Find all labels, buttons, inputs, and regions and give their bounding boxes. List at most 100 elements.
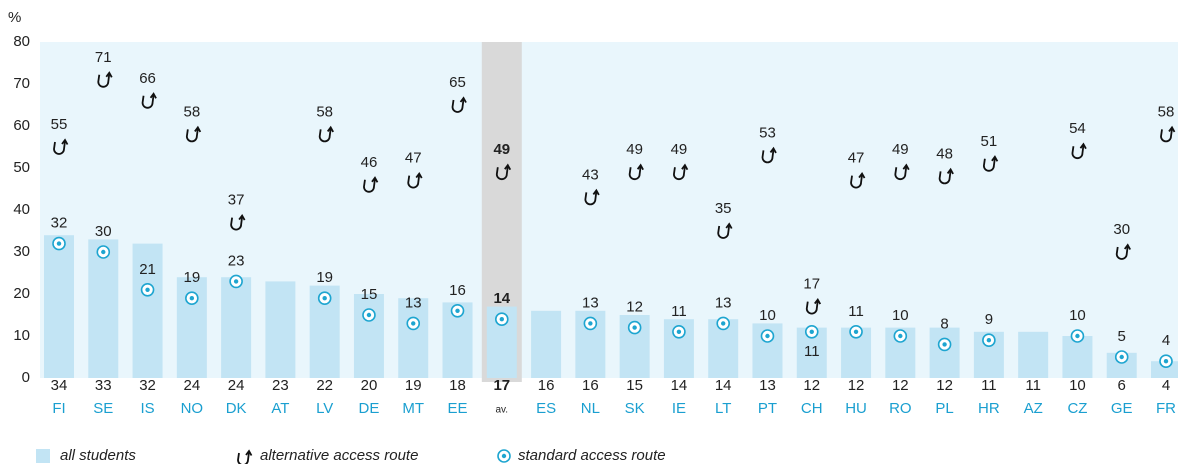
std-value-label: 8 bbox=[940, 315, 948, 332]
alt-value-label: 49 bbox=[493, 141, 510, 158]
alt-arrow bbox=[53, 140, 66, 155]
std-value-label: 11 bbox=[848, 303, 864, 320]
plot-background bbox=[40, 42, 1178, 378]
std-dot bbox=[1075, 333, 1080, 339]
std-marker bbox=[760, 329, 775, 343]
bar-value-label: 17 bbox=[493, 377, 510, 394]
alt-arrowhead bbox=[1079, 142, 1087, 150]
alt-value-label: 58 bbox=[183, 103, 200, 120]
alt-arrowhead bbox=[238, 213, 246, 221]
x-tick-label: PL bbox=[935, 400, 953, 417]
std-dot bbox=[366, 312, 372, 318]
alt-marker bbox=[894, 163, 910, 181]
std-dot bbox=[499, 317, 504, 322]
x-tick-label: FR bbox=[1156, 400, 1176, 417]
alt-arrow bbox=[185, 128, 199, 143]
alt-arrow bbox=[894, 166, 908, 181]
bar-value-label: 34 bbox=[51, 377, 68, 394]
alt-value-label: 55 bbox=[51, 116, 68, 133]
alt-arrow bbox=[717, 224, 731, 239]
std-value-label: 9 bbox=[985, 311, 993, 328]
alt-marker bbox=[717, 222, 733, 239]
bar-value-label: 32 bbox=[139, 377, 156, 394]
alt-arrow bbox=[805, 300, 819, 315]
std-marker bbox=[96, 245, 111, 259]
y-axis-label: % bbox=[8, 9, 21, 26]
bar-value-label: 12 bbox=[803, 377, 820, 394]
x-tick-label: CH bbox=[801, 400, 823, 417]
bar-value-label: 20 bbox=[361, 377, 378, 394]
std-value-label: 14 bbox=[493, 290, 510, 307]
legend-std-marker bbox=[497, 449, 511, 463]
std-dot bbox=[898, 333, 903, 339]
bar-value-label: 14 bbox=[715, 377, 732, 394]
std-dot bbox=[588, 321, 593, 326]
std-value-label: 11 bbox=[804, 343, 820, 360]
bar bbox=[1062, 336, 1093, 378]
bar-value-label: 23 bbox=[272, 377, 289, 394]
alt-marker bbox=[230, 213, 246, 231]
std-value-label: 23 bbox=[228, 252, 245, 269]
alt-arrowhead bbox=[592, 188, 600, 196]
bar bbox=[929, 327, 960, 378]
alt-marker bbox=[1071, 142, 1087, 160]
alt-arrowhead bbox=[245, 449, 253, 456]
legend-label: standard access route bbox=[518, 447, 666, 464]
std-value-label: 13 bbox=[405, 294, 422, 311]
alt-value-label: 58 bbox=[1158, 103, 1175, 120]
std-marker bbox=[627, 320, 642, 335]
legend-alt-marker bbox=[237, 449, 253, 464]
std-value-label: 19 bbox=[183, 269, 200, 286]
alt-value-label: 51 bbox=[981, 133, 998, 150]
std-value-label: 13 bbox=[582, 294, 599, 311]
alt-arrowhead bbox=[459, 96, 467, 103]
bar-value-label: 18 bbox=[449, 377, 466, 394]
alt-value-label: 47 bbox=[848, 150, 865, 167]
std-value-label: 16 bbox=[449, 282, 466, 299]
bar bbox=[1018, 331, 1049, 378]
alt-arrowhead bbox=[61, 138, 69, 145]
alt-arrow bbox=[141, 94, 155, 109]
std-value-label: 32 bbox=[51, 215, 68, 232]
alt-value-label: 46 bbox=[361, 154, 378, 171]
std-marker bbox=[406, 316, 421, 331]
y-tick-label: 0 bbox=[22, 369, 30, 386]
alt-arrowhead bbox=[371, 176, 379, 183]
bar-value-label: 11 bbox=[1025, 377, 1041, 394]
bar bbox=[398, 298, 429, 378]
alt-value-label: 47 bbox=[405, 150, 422, 167]
alt-arrowhead bbox=[814, 297, 822, 305]
x-tick-label: HR bbox=[978, 400, 1000, 417]
std-value-label: 30 bbox=[95, 223, 112, 240]
alt-arrowhead bbox=[415, 171, 423, 179]
alt-marker bbox=[451, 96, 467, 113]
legend-label: all students bbox=[60, 447, 136, 464]
std-marker bbox=[1159, 354, 1173, 369]
bar-value-label: 19 bbox=[405, 377, 422, 394]
std-marker bbox=[1114, 350, 1129, 364]
std-value-label: 11 bbox=[671, 303, 687, 320]
alt-arrowhead bbox=[681, 163, 689, 171]
alt-arrow bbox=[451, 98, 465, 113]
bar bbox=[265, 281, 296, 378]
alt-value-label: 49 bbox=[626, 141, 643, 158]
y-tick-label: 60 bbox=[13, 117, 30, 134]
x-tick-label: LT bbox=[715, 400, 731, 417]
alt-arrow bbox=[495, 166, 509, 181]
std-marker bbox=[185, 291, 199, 306]
bar-value-label: 4 bbox=[1162, 377, 1170, 394]
alt-marker bbox=[1115, 243, 1132, 260]
std-marker bbox=[937, 337, 952, 352]
x-tick-label: NO bbox=[181, 400, 204, 417]
bar-value-label: 10 bbox=[1069, 377, 1086, 394]
alt-marker bbox=[982, 155, 999, 172]
alt-value-label: 35 bbox=[715, 200, 732, 217]
alt-marker bbox=[363, 176, 379, 193]
std-value-label: 10 bbox=[759, 307, 776, 324]
y-tick-label: 80 bbox=[13, 33, 30, 50]
std-marker bbox=[804, 324, 819, 339]
x-tick-label: NL bbox=[581, 400, 600, 417]
alt-marker bbox=[761, 146, 777, 164]
bar-value-label: 14 bbox=[671, 377, 688, 394]
alt-arrow bbox=[407, 174, 421, 189]
